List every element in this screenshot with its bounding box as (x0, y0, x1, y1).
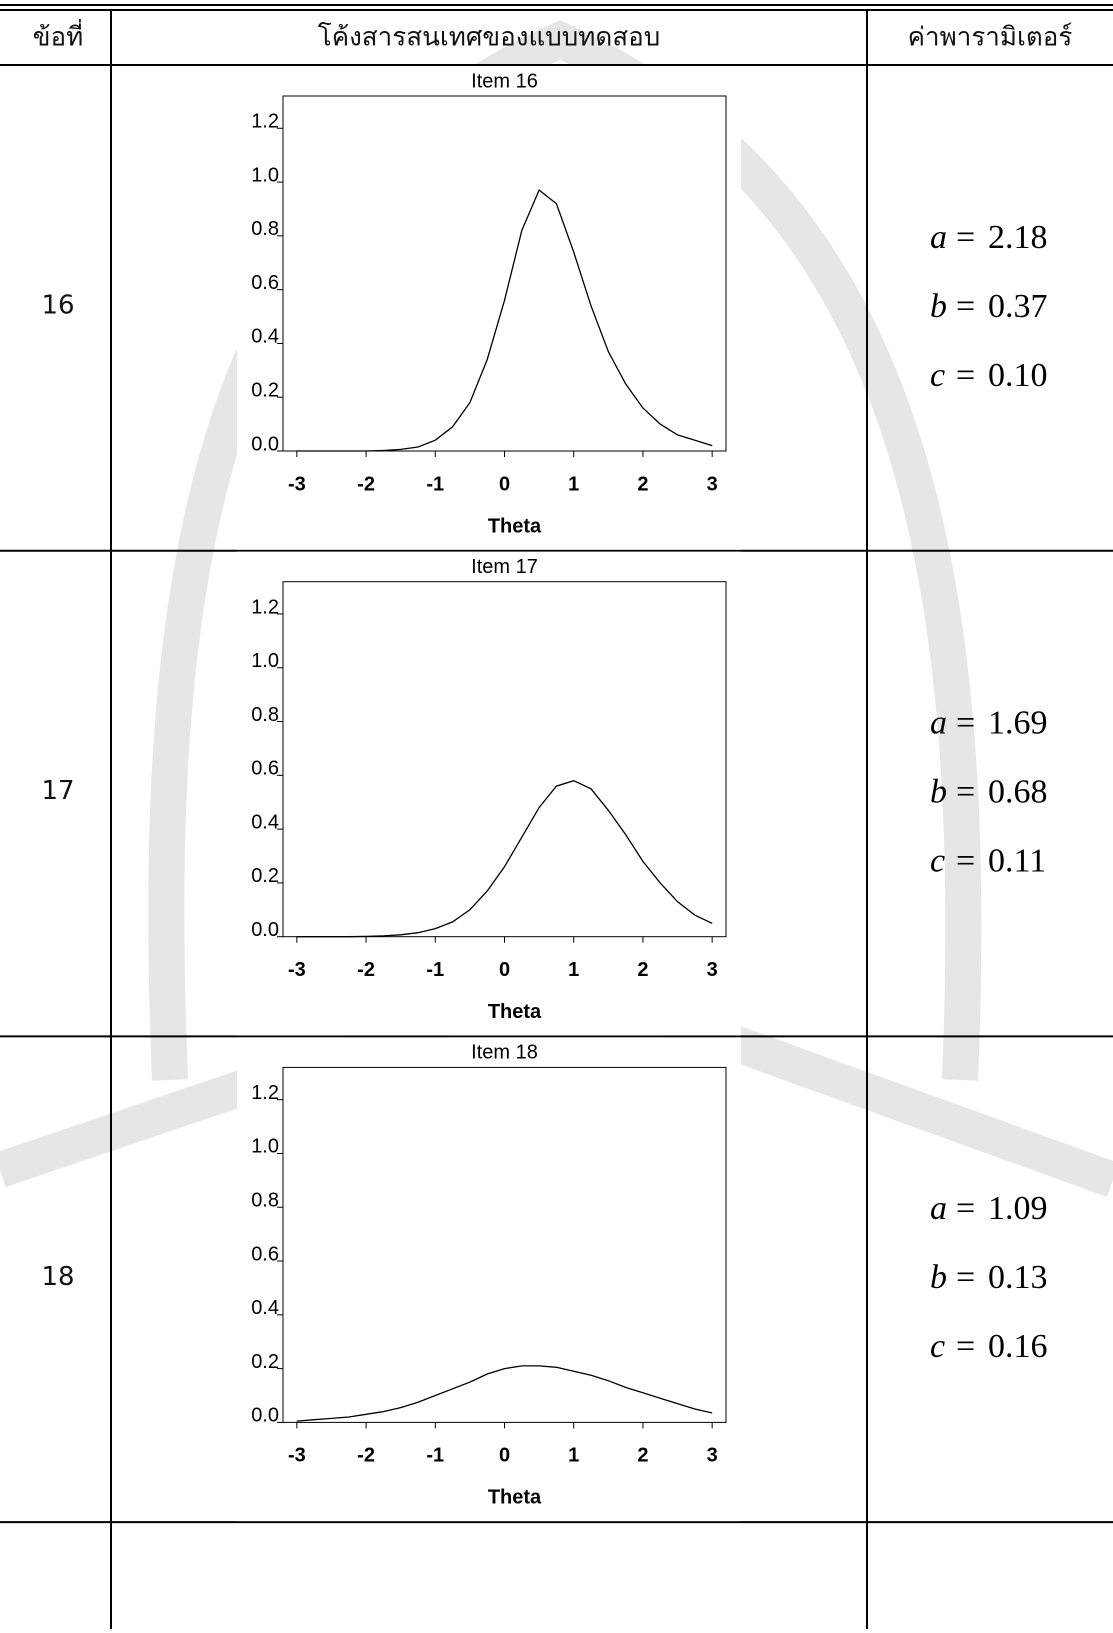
param-equals: = (956, 773, 975, 810)
x-axis-label: Theta (488, 1487, 542, 1509)
x-tick-label: 2 (637, 1445, 648, 1467)
param-value: 0.68 (988, 773, 1048, 810)
y-tick-label: 1.0 (251, 650, 279, 672)
x-axis-label: Theta (488, 515, 542, 537)
x-tick-label: 1 (568, 1445, 579, 1467)
chart-panel (237, 1037, 741, 1521)
param-value: 2.18 (988, 219, 1048, 256)
y-tick-label: 1.2 (251, 1082, 279, 1104)
param-equals: = (956, 1259, 975, 1296)
x-tick-label: -1 (426, 959, 444, 981)
param-value: 0.13 (988, 1259, 1048, 1296)
x-tick-label: 3 (707, 1445, 718, 1467)
item-number: 16 (41, 291, 74, 321)
param-symbol: c (930, 357, 945, 394)
y-tick-label: 0.0 (251, 919, 279, 941)
x-tick-label: -1 (426, 473, 444, 495)
item-number: 18 (41, 1262, 74, 1292)
y-tick-label: 0.8 (251, 1190, 279, 1212)
param-symbol: b (930, 288, 947, 325)
param-equals: = (956, 219, 975, 256)
x-tick-label: -2 (357, 959, 375, 981)
chart-panel (237, 552, 741, 1036)
y-tick-label: 0.6 (251, 272, 279, 294)
y-tick-label: 0.6 (251, 758, 279, 780)
y-tick-label: 1.0 (251, 1136, 279, 1158)
y-tick-label: 0.8 (251, 704, 279, 726)
header-cell: ค่าพารามิเตอร์ (908, 23, 1073, 53)
y-tick-label: 0.2 (251, 379, 279, 401)
param-symbol: a (930, 704, 947, 741)
param-equals: = (956, 1190, 975, 1227)
chart-title: Item 17 (471, 556, 538, 578)
param-symbol: c (930, 1328, 945, 1365)
chart-title: Item 18 (471, 1042, 538, 1064)
param-value: 1.69 (988, 704, 1048, 741)
x-tick-label: -3 (288, 473, 306, 495)
header-cell: ข้อที่ (33, 19, 84, 53)
param-value: 0.37 (988, 288, 1048, 325)
y-tick-label: 0.8 (251, 218, 279, 240)
y-tick-label: 0.4 (251, 1297, 279, 1319)
y-tick-label: 0.2 (251, 1351, 279, 1373)
param-symbol: b (930, 1259, 947, 1296)
item-number: 17 (41, 776, 74, 806)
y-tick-label: 0.6 (251, 1243, 279, 1265)
chart-panel (237, 66, 741, 550)
param-value: 1.09 (988, 1190, 1048, 1227)
param-equals: = (956, 1328, 975, 1365)
x-tick-label: 0 (499, 1445, 510, 1467)
y-tick-label: 0.4 (251, 811, 279, 833)
x-tick-label: -3 (288, 959, 306, 981)
x-tick-label: -2 (357, 1445, 375, 1467)
document: ข้อที่ โค้งสารสนเทศของแบบทดสอบ ค่าพารามิ… (0, 0, 1113, 1629)
param-equals: = (956, 357, 975, 394)
x-tick-label: 0 (499, 473, 510, 495)
param-symbol: c (930, 842, 945, 879)
param-equals: = (956, 842, 975, 879)
x-tick-label: 0 (499, 959, 510, 981)
x-tick-label: 2 (637, 959, 648, 981)
param-value: 0.11 (988, 842, 1046, 879)
param-symbol: a (930, 219, 947, 256)
param-equals: = (956, 704, 975, 741)
y-tick-label: 1.2 (251, 111, 279, 133)
x-tick-label: 3 (707, 959, 718, 981)
param-equals: = (956, 288, 975, 325)
x-tick-label: -3 (288, 1445, 306, 1467)
param-symbol: b (930, 773, 947, 810)
x-tick-label: 1 (568, 959, 579, 981)
x-tick-label: 3 (707, 473, 718, 495)
chart-title: Item 16 (471, 70, 538, 92)
x-axis-label: Theta (488, 1001, 542, 1023)
x-tick-label: 1 (568, 473, 579, 495)
page: ข้อที่ โค้งสารสนเทศของแบบทดสอบ ค่าพารามิ… (0, 0, 1113, 1629)
y-tick-label: 0.4 (251, 326, 279, 348)
y-tick-label: 0.0 (251, 1405, 279, 1427)
y-tick-label: 0.0 (251, 433, 279, 455)
y-tick-label: 1.0 (251, 164, 279, 186)
y-tick-label: 1.2 (251, 596, 279, 618)
x-tick-label: 2 (637, 473, 648, 495)
y-tick-label: 0.2 (251, 865, 279, 887)
x-tick-label: -2 (357, 473, 375, 495)
header-cell: โค้งสารสนเทศของแบบทดสอบ (318, 22, 661, 53)
x-tick-label: -1 (426, 1445, 444, 1467)
param-symbol: a (930, 1190, 947, 1227)
param-value: 0.16 (988, 1328, 1048, 1365)
param-value: 0.10 (988, 357, 1048, 394)
